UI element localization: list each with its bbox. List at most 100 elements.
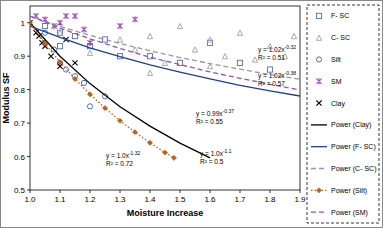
equation-text: y = 0.99x [196, 110, 223, 118]
r-squared: R² = 0.5 [200, 158, 224, 165]
legend-label: F- SC [331, 12, 349, 19]
equation-text: y = 1.02x [258, 72, 285, 80]
y-tick-label: 0.6 [14, 153, 26, 162]
data-point [81, 26, 86, 32]
x-tick-label: 1.7 [234, 195, 246, 204]
data-point [207, 37, 212, 42]
r-squared: R² = 0.72 [106, 160, 133, 167]
legend-line [311, 168, 327, 169]
equation-exponent: -1.1 [223, 148, 232, 154]
legend-marker [316, 188, 321, 193]
x-tick-label: 1.8 [264, 195, 276, 204]
x-tick [90, 190, 91, 193]
data-point [132, 16, 137, 22]
x-tick-label: 1.3 [114, 195, 126, 204]
x-tick [210, 190, 211, 193]
legend-label: Power (F- SC) [331, 143, 376, 151]
y-tick [27, 56, 30, 57]
equation: y = 1.0x-1.32 [106, 150, 141, 160]
data-point [117, 23, 122, 29]
legend-label: SM [331, 78, 342, 85]
y-tick-label: 0.9 [14, 52, 26, 61]
legend-label: Power (C- SC) [331, 165, 377, 173]
chart-border [1, 1, 383, 228]
x-tick-label: 1.9 [294, 195, 306, 204]
y-tick-label: 1 [21, 19, 26, 28]
x-tick-label: 1.0 [24, 195, 36, 204]
x-tick [240, 190, 241, 193]
data-point [87, 50, 92, 55]
trend-marker [57, 60, 62, 65]
trend-line [30, 23, 210, 158]
legend-entry: Power (Clay) [311, 121, 371, 129]
trend-marker [42, 41, 47, 46]
equation: y = 0.99x-0.37 [196, 108, 234, 118]
equation: y = 1.02x-0.38 [258, 70, 296, 80]
data-point [42, 23, 47, 28]
equation-text: y = 1.0x [106, 152, 130, 160]
legend-marker [316, 101, 321, 106]
y-tick [27, 156, 30, 157]
data-point [87, 40, 92, 46]
equation-exponent: -0.37 [223, 108, 235, 114]
legend-entry: Power (SM) [311, 209, 368, 217]
r-squared: R² = 0.55 [196, 118, 223, 125]
data-point [87, 104, 92, 109]
data-point [237, 60, 242, 65]
legend-label: Silt [331, 56, 341, 63]
trend-marker [162, 150, 167, 155]
x-tick-label: 1.1 [54, 195, 66, 204]
data-point [132, 47, 137, 52]
equation-text: y = 1.02x [258, 46, 285, 54]
legend-entry: C- SC [316, 34, 350, 41]
legend-label: Power (Silt) [331, 187, 367, 195]
y-tick [27, 123, 30, 124]
equation-exponent: -1.32 [129, 150, 141, 156]
equation-text: y = 1.0x [200, 150, 224, 158]
legend-label: Clay [331, 100, 346, 108]
legend-marker [316, 78, 321, 84]
r-squared: R² = 0.57 [258, 80, 285, 87]
x-tick [270, 190, 271, 193]
legend-entry: F- SC [316, 12, 349, 19]
data-point [147, 34, 152, 39]
y-tick [27, 22, 30, 23]
legend-entry: SM [316, 78, 341, 85]
equation-exponent: -0.32 [285, 44, 297, 50]
chart: 1.01.11.21.31.41.51.61.71.81.90.50.60.70… [0, 0, 383, 228]
data-point [177, 23, 182, 28]
legend-line [311, 211, 327, 212]
equation: y = 1.0x-1.1 [200, 148, 232, 158]
trend-marker [147, 140, 152, 145]
y-tick-label: 0.8 [14, 86, 26, 95]
legend-label: C- SC [331, 34, 350, 41]
x-tick [180, 190, 181, 193]
trend-marker [132, 130, 137, 135]
x-tick [300, 190, 301, 193]
trend-line [30, 16, 300, 79]
y-axis-label: Modulus SF [1, 72, 11, 123]
data-point [252, 57, 257, 62]
x-tick [30, 190, 31, 193]
y-tick-label: 0.5 [14, 186, 26, 195]
legend-marker [316, 13, 321, 18]
data-point [72, 13, 77, 19]
trend-line [30, 16, 300, 90]
x-axis-label: Moisture Increase [127, 208, 204, 218]
trend-marker [87, 92, 92, 97]
trend-marker [171, 155, 176, 160]
legend-line [311, 146, 327, 147]
data-point [147, 70, 152, 75]
legend-entry: Silt [316, 56, 340, 63]
legend-entry: Power (F- SC) [311, 143, 376, 151]
y-tick [27, 89, 30, 90]
data-point [117, 37, 122, 42]
legend-line [311, 124, 327, 125]
trend-line [30, 26, 300, 96]
legend-entry: Power (Silt) [311, 187, 367, 195]
trend-marker [30, 20, 33, 25]
x-tick-label: 1.5 [174, 195, 186, 204]
legend-label: Power (Clay) [331, 121, 371, 129]
data-point [192, 47, 197, 52]
data-point [48, 54, 53, 59]
